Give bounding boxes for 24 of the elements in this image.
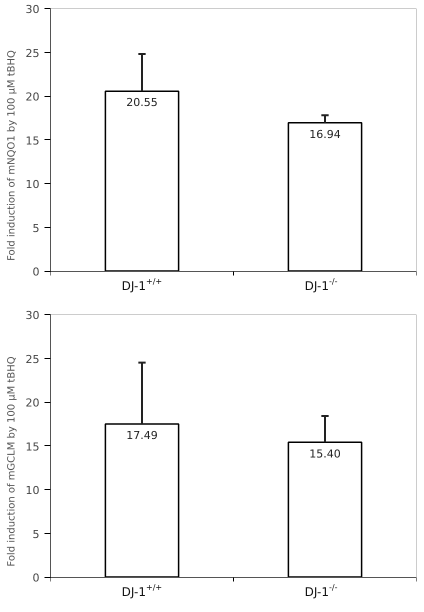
y-tick-label: 0 [32, 266, 40, 278]
data-label: 16.94 [309, 128, 341, 141]
data-label: 20.55 [126, 96, 158, 110]
y-axis-title: Fold induction of mNQO1 by 100 μM tBHQ [6, 50, 18, 261]
x-tick-label: DJ-1-/- [304, 583, 338, 599]
data-label: 15.40 [309, 447, 341, 460]
y-tick-label: 25 [26, 352, 40, 366]
y-tick-label: 10 [26, 484, 40, 497]
y-tick-label: 20 [26, 396, 40, 410]
x-tick-label: DJ-1+/+ [122, 583, 162, 599]
x-tick-label: DJ-1-/- [304, 277, 338, 293]
y-tick-label: 30 [26, 309, 40, 322]
y-tick-label: 20 [26, 90, 40, 104]
y-tick-label: 5 [32, 528, 40, 541]
y-tick-label: 0 [32, 572, 40, 584]
y-tick-label: 25 [26, 46, 40, 60]
y-tick-label: 15 [26, 440, 40, 454]
y-tick-label: 5 [32, 222, 40, 235]
y-tick-label: 15 [26, 134, 40, 148]
y-tick-label: 10 [26, 178, 40, 191]
data-label: 17.49 [126, 428, 158, 442]
y-tick-label: 30 [26, 3, 40, 16]
x-tick-label: DJ-1+/+ [122, 277, 162, 293]
y-axis-title: Fold induction of mGCLM by 100 μM tBHQ [6, 356, 18, 567]
